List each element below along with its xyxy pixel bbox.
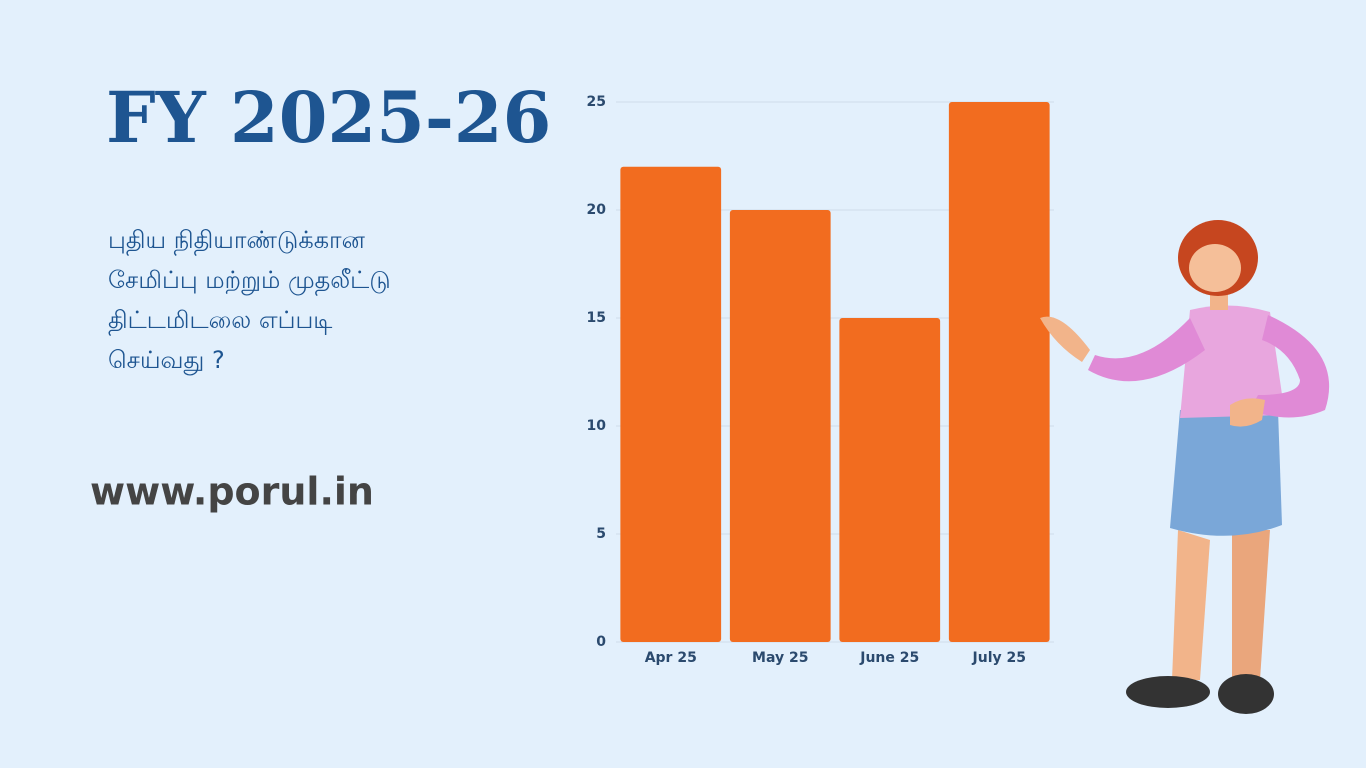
bar <box>948 102 1050 642</box>
y-tick-label: 0 <box>596 634 606 650</box>
arm <box>1250 315 1330 418</box>
bar <box>839 318 941 642</box>
subtitle-line: திட்டமிடலை எப்படி <box>108 306 332 336</box>
face <box>1189 244 1241 292</box>
x-tick-label: Apr 25 <box>645 650 697 666</box>
title: FY 2025-26 <box>106 76 551 159</box>
x-tick-label: July 25 <box>972 650 1026 666</box>
leg <box>1172 530 1210 680</box>
shirt <box>1180 305 1285 418</box>
hand <box>1040 316 1090 362</box>
bar <box>620 166 722 643</box>
skirt <box>1170 410 1282 536</box>
y-tick-label: 20 <box>587 202 607 218</box>
arm <box>1088 318 1205 382</box>
shoe <box>1126 676 1210 708</box>
subtitle-line: செய்வது ? <box>108 346 225 375</box>
y-tick-label: 15 <box>587 310 606 326</box>
subtitle-line: புதிய நிதியாண்டுக்கான <box>108 226 366 256</box>
shoe <box>1218 674 1274 714</box>
leg <box>1232 530 1270 680</box>
illustration <box>1040 220 1330 714</box>
website: www.porul.in <box>90 470 374 514</box>
x-tick-label: June 25 <box>859 650 919 666</box>
x-tick-label: May 25 <box>752 650 808 666</box>
subtitle-line: சேமிப்பு மற்றும் முதலீட்டு <box>108 266 391 296</box>
y-tick-label: 10 <box>587 418 607 434</box>
hand <box>1230 398 1265 427</box>
y-tick-label: 5 <box>596 526 606 542</box>
y-tick-label: 25 <box>587 94 606 110</box>
bar <box>729 210 831 642</box>
